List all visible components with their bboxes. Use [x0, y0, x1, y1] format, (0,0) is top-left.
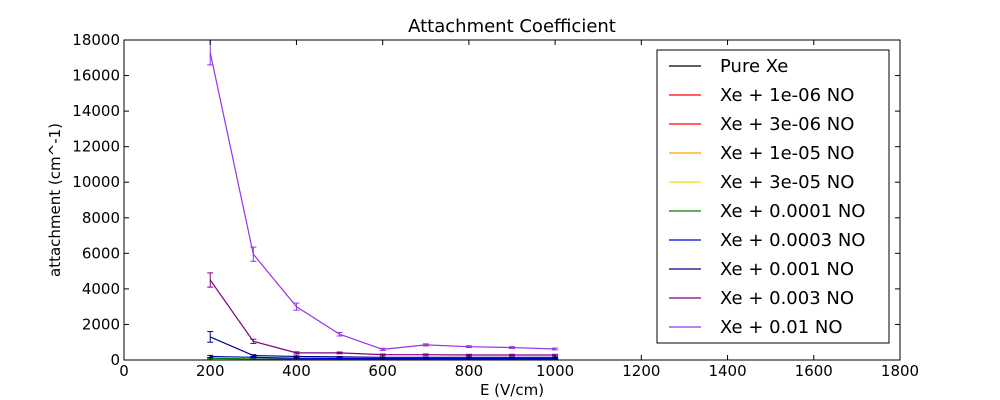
x-tick-label: 1800	[881, 362, 919, 380]
y-axis-label: attachment (cm^-1)	[46, 123, 64, 277]
legend-label: Xe + 3e-06 NO	[720, 114, 854, 135]
legend-item: Xe + 1e-06 NO	[669, 85, 854, 106]
error-bar	[336, 357, 343, 360]
error-bar	[250, 246, 257, 262]
error-bar	[509, 346, 515, 349]
error-bar	[509, 357, 515, 360]
legend-box	[656, 49, 890, 344]
legend-item: Xe + 0.003 NO	[669, 288, 854, 309]
legend-item: Xe + 0.0003 NO	[669, 230, 865, 251]
error-bar	[422, 357, 429, 360]
y-tick-label: 2000	[82, 315, 120, 333]
x-tick-label: 0	[119, 362, 129, 380]
error-bar	[552, 347, 559, 351]
legend-label: Xe + 0.003 NO	[720, 288, 854, 309]
x-tick-label: 800	[455, 362, 484, 380]
plot-area: 0 200 400 600 800 1000 1200 1400 1600 18000200040…	[72, 31, 919, 380]
legend-item: Xe + 0.0001 NO	[669, 201, 865, 222]
x-tick-label: 400	[282, 362, 311, 380]
error-bar	[293, 302, 300, 311]
y-tick-label: 12000	[72, 138, 120, 156]
legend-label: Xe + 1e-05 NO	[720, 143, 854, 164]
error-bar	[422, 356, 429, 359]
error-bar	[250, 358, 257, 360]
legend-item: Xe + 0.01 NO	[669, 317, 843, 338]
error-bar	[250, 338, 257, 344]
series-line-8	[209, 279, 556, 356]
y-tick-label: 16000	[72, 67, 120, 85]
y-tick-label: 0	[110, 351, 120, 369]
error-bar	[207, 331, 214, 343]
error-bar	[336, 331, 343, 337]
error-bar	[465, 345, 472, 349]
legend-label: Xe + 1e-06 NO	[720, 85, 854, 106]
series-line-9	[209, 52, 556, 350]
y-tick-label: 6000	[82, 244, 120, 262]
legend-item: Xe + 1e-05 NO	[669, 143, 854, 164]
x-tick-label: 1600	[795, 362, 833, 380]
series-8	[207, 272, 559, 357]
series-9	[207, 39, 559, 351]
error-bar	[422, 353, 429, 356]
y-tick-label: 14000	[72, 102, 120, 120]
y-tick-label: 18000	[72, 31, 120, 49]
legend-item: Xe + 0.001 NO	[669, 259, 854, 280]
x-tick-label: 200	[196, 362, 225, 380]
legend-label: Xe + 0.001 NO	[720, 259, 854, 280]
y-tick-label: 4000	[82, 280, 120, 298]
legend-item: Pure Xe	[669, 56, 788, 77]
error-bar	[509, 356, 515, 359]
error-bar	[207, 272, 214, 288]
legend: Pure Xe Xe + 1e-06 NO Xe + 3e-06 NO Xe + 1e…	[656, 49, 890, 344]
error-bar	[336, 355, 343, 358]
chart-title: Attachment Coefficient	[408, 16, 616, 37]
error-bar	[379, 347, 386, 351]
plot-frame	[123, 39, 901, 361]
legend-label: Xe + 0.0003 NO	[720, 230, 865, 251]
x-tick-label: 1000	[536, 362, 574, 380]
legend-label: Pure Xe	[720, 56, 788, 77]
legend-label: Xe + 0.01 NO	[720, 317, 843, 338]
legend-label: Xe + 3e-05 NO	[720, 172, 854, 193]
y-tick-label: 10000	[72, 173, 120, 191]
x-axis-label: E (V/cm)	[480, 381, 544, 399]
x-tick-label: 600	[368, 362, 397, 380]
legend-label: Xe + 0.0001 NO	[720, 201, 865, 222]
error-bar	[293, 351, 300, 355]
x-tick-label: 1400	[708, 362, 746, 380]
y-tick-label: 8000	[82, 209, 120, 227]
legend-item: Xe + 3e-05 NO	[669, 172, 854, 193]
error-bar	[422, 343, 429, 347]
error-bar	[336, 351, 343, 355]
x-tick-label: 1200	[622, 362, 660, 380]
error-bar	[250, 354, 257, 357]
error-bar	[509, 353, 515, 357]
legend-item: Xe + 3e-06 NO	[669, 114, 854, 135]
